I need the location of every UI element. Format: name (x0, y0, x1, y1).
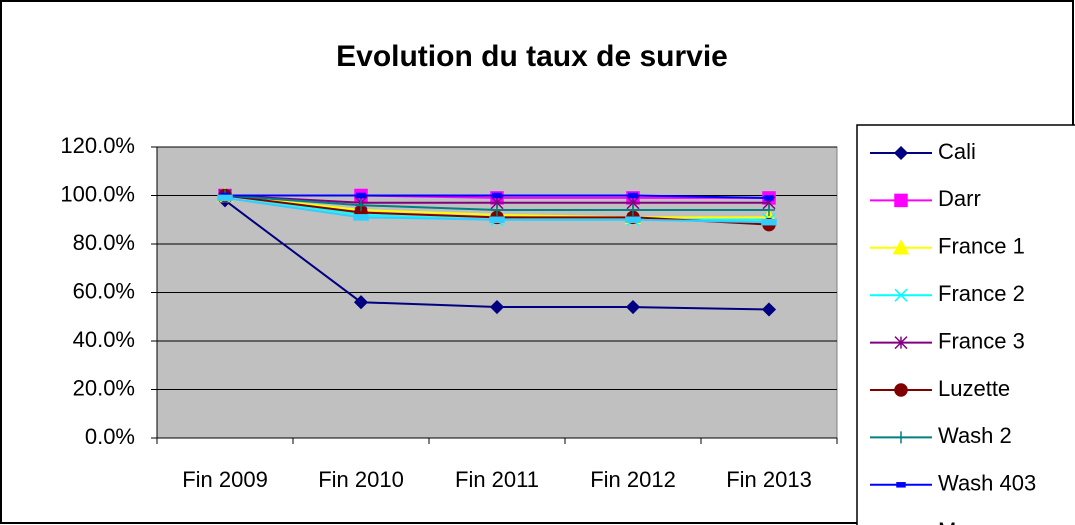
marker-part (355, 199, 367, 212)
data-point (625, 216, 641, 223)
marker-part (353, 295, 369, 310)
y-tick-label: 100.0% (60, 181, 135, 206)
marker-part (893, 145, 909, 161)
data-point (627, 204, 639, 217)
marker-part (356, 192, 366, 199)
marker-part (764, 195, 774, 201)
marker-part (491, 204, 503, 217)
x-tick-label: Fin 2012 (590, 467, 676, 492)
legend-label: Wash 2 (938, 423, 1012, 448)
marker-part (489, 216, 505, 223)
marker-part (761, 302, 777, 317)
data-point (489, 299, 505, 315)
x-tick-label: Fin 2013 (726, 467, 812, 492)
data-point (761, 302, 777, 317)
legend-label: France 2 (938, 281, 1025, 306)
marker-part (894, 288, 908, 302)
marker-part (892, 239, 910, 255)
y-tick-label: 80.0% (73, 230, 135, 255)
x-tick-label: Fin 2010 (318, 467, 404, 492)
data-point (763, 204, 775, 217)
marker-part (896, 482, 906, 488)
y-tick-label: 120.0% (60, 133, 135, 158)
data-point (764, 195, 774, 201)
marker-part (489, 299, 505, 315)
data-point (628, 192, 638, 199)
legend-label: France 3 (938, 328, 1025, 353)
y-tick-label: 40.0% (73, 327, 135, 352)
legend-label: Moyenne (938, 518, 1029, 525)
legend-label: France 1 (938, 234, 1025, 259)
data-point (353, 214, 369, 221)
y-tick-label: 60.0% (73, 278, 135, 303)
marker-part (894, 383, 908, 397)
marker-part (895, 431, 907, 444)
marker-part (763, 204, 775, 217)
legend-marker (896, 482, 906, 488)
chart-title: Evolution du taux de survie (336, 40, 728, 73)
marker-part (625, 299, 641, 315)
data-point (625, 299, 641, 315)
legend-label: Wash 403 (938, 471, 1036, 496)
legend-label: Cali (938, 139, 976, 164)
marker-part (627, 204, 639, 217)
legend-marker (894, 288, 908, 302)
legend-marker (893, 145, 909, 161)
legend-marker (892, 239, 910, 255)
legend-marker (894, 336, 908, 350)
marker-part (217, 194, 233, 202)
y-tick-label: 0.0% (85, 424, 135, 449)
data-point (491, 204, 503, 217)
marker-part (894, 336, 908, 350)
y-tick-label: 20.0% (73, 375, 135, 400)
marker-part (628, 192, 638, 199)
legend-label: Darr (938, 186, 981, 211)
data-point (356, 192, 366, 199)
legend-marker (894, 383, 908, 397)
legend-label: Luzette (938, 376, 1010, 401)
legend-box (856, 124, 1075, 525)
x-tick-label: Fin 2011 (455, 467, 539, 492)
data-point (353, 295, 369, 310)
marker-part (353, 214, 369, 221)
data-point (492, 192, 502, 199)
data-point (217, 194, 233, 202)
data-point (489, 216, 505, 223)
marker-part (625, 216, 641, 223)
marker-part (761, 218, 777, 226)
data-point (761, 218, 777, 226)
legend-marker (895, 431, 907, 444)
marker-part (492, 192, 502, 199)
marker-part (894, 193, 908, 208)
legend-marker (894, 193, 908, 208)
x-tick-label: Fin 2009 (182, 467, 268, 492)
data-point (355, 199, 367, 212)
